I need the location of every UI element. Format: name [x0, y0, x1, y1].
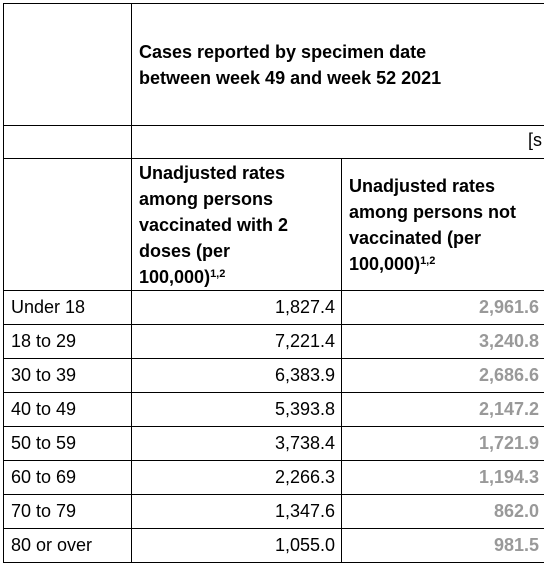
age-group-cell: 80 or over — [3, 528, 132, 563]
age-group-cell: 60 to 69 — [3, 460, 132, 495]
vaccinated-rate-cell: 5,393.8 — [131, 392, 342, 427]
table-row: 60 to 69 2,266.3 1,194.3 — [3, 460, 544, 495]
table-row: 18 to 29 7,221.4 3,240.8 — [3, 324, 544, 359]
vaccinated-header-line-5: 100,000)1,2 — [139, 264, 337, 290]
not-vaccinated-rate-cell: 2,961.6 — [341, 290, 544, 325]
age-group-cell: 40 to 49 — [3, 392, 132, 427]
table-body: Under 18 1,827.4 2,961.6 18 to 29 7,221.… — [3, 290, 544, 563]
table-row: 30 to 39 6,383.9 2,686.6 — [3, 358, 544, 393]
not-vaccinated-column-header: Unadjusted rates among persons not vacci… — [341, 158, 544, 291]
not-vaccinated-rate-cell: 981.5 — [341, 528, 544, 563]
table-row: 50 to 59 3,738.4 1,721.9 — [3, 426, 544, 461]
title-row: Cases reported by specimen date between … — [3, 3, 544, 126]
vaccination-rates-table: Cases reported by specimen date between … — [3, 3, 544, 563]
age-group-cell: 50 to 59 — [3, 426, 132, 461]
age-group-cell: Under 18 — [3, 290, 132, 325]
note-row: [s — [3, 125, 544, 159]
not-vaccinated-rate-cell: 1,194.3 — [341, 460, 544, 495]
table-row: 80 or over 1,055.0 981.5 — [3, 528, 544, 563]
empty-corner-cell — [3, 3, 132, 126]
not-vaccinated-rate-cell: 3,240.8 — [341, 324, 544, 359]
not-vaccinated-rate-cell: 862.0 — [341, 494, 544, 529]
vaccinated-header-line-2: among persons — [139, 188, 274, 209]
rates-table-container: Cases reported by specimen date between … — [3, 3, 544, 563]
not-vaccinated-header-line-2: among persons not — [349, 201, 517, 222]
table-row: 70 to 79 1,347.6 862.0 — [3, 494, 544, 529]
vaccinated-header-unit: 100,000) — [139, 266, 211, 287]
table-row: 40 to 49 5,393.8 2,147.2 — [3, 392, 544, 427]
age-group-cell: 70 to 79 — [3, 494, 132, 529]
vaccinated-rate-cell: 6,383.9 — [131, 358, 342, 393]
vaccinated-rate-cell: 3,738.4 — [131, 426, 342, 461]
age-group-cell: 30 to 39 — [3, 358, 132, 393]
not-vaccinated-rate-cell: 2,686.6 — [341, 358, 544, 393]
not-vaccinated-header-line-4: 100,000)1,2 — [349, 251, 544, 277]
empty-age-header-cell — [3, 158, 132, 291]
empty-note-left-cell — [3, 125, 132, 159]
table-title-line-2: between week 49 and week 52 2021 — [139, 67, 442, 88]
table-title-line-1: Cases reported by specimen date — [139, 41, 427, 62]
age-group-cell: 18 to 29 — [3, 324, 132, 359]
vaccinated-header-line-4: doses (per — [139, 240, 231, 261]
vaccinated-rate-cell: 1,055.0 — [131, 528, 342, 563]
table-row: Under 18 1,827.4 2,961.6 — [3, 290, 544, 325]
vaccinated-rate-cell: 1,827.4 — [131, 290, 342, 325]
note-cell: [s — [131, 125, 544, 159]
not-vaccinated-header-line-1: Unadjusted rates — [349, 175, 496, 196]
not-vaccinated-rate-cell: 1,721.9 — [341, 426, 544, 461]
vaccinated-column-header: Unadjusted rates among persons vaccinate… — [131, 158, 342, 291]
not-vaccinated-header-footnote: 1,2 — [420, 254, 436, 267]
not-vaccinated-header-line-3: vaccinated (per — [349, 227, 482, 248]
vaccinated-header-line-1: Unadjusted rates — [139, 162, 286, 183]
column-header-row: Unadjusted rates among persons vaccinate… — [3, 158, 544, 291]
vaccinated-rate-cell: 2,266.3 — [131, 460, 342, 495]
vaccinated-rate-cell: 1,347.6 — [131, 494, 342, 529]
not-vaccinated-header-unit: 100,000) — [349, 253, 421, 274]
not-vaccinated-rate-cell: 2,147.2 — [341, 392, 544, 427]
table-title-cell: Cases reported by specimen date between … — [131, 3, 544, 126]
vaccinated-header-line-3: vaccinated with 2 — [139, 214, 289, 235]
vaccinated-header-footnote: 1,2 — [210, 267, 226, 280]
vaccinated-rate-cell: 7,221.4 — [131, 324, 342, 359]
note-fragment: [s — [528, 130, 543, 150]
